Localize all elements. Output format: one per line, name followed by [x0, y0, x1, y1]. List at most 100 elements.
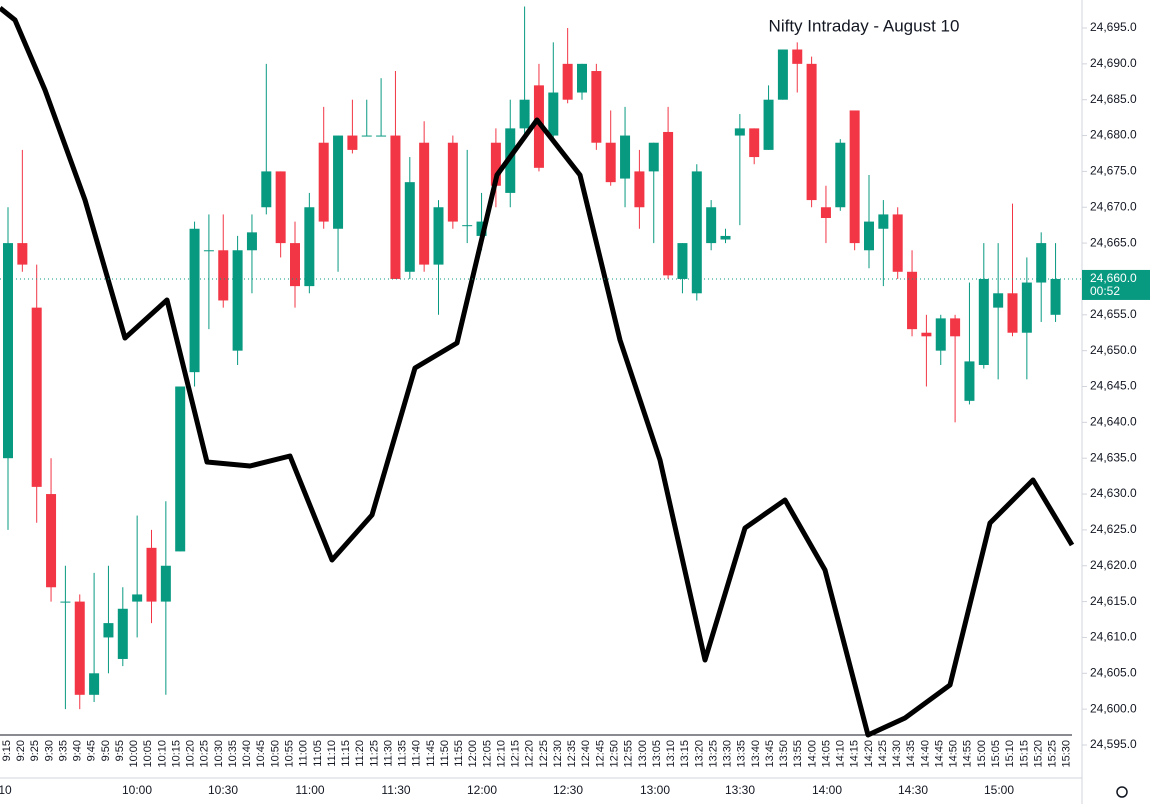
- time-label: 10:55: [284, 740, 296, 768]
- time-label: 13:50: [778, 740, 790, 768]
- y-tick-label: 24,675.0: [1090, 164, 1137, 178]
- time-label: 11:45: [425, 740, 437, 767]
- y-tick-label: 24,610.0: [1090, 630, 1137, 644]
- candle-body: [333, 135, 344, 229]
- y-tick-label: 24,640.0: [1090, 415, 1137, 429]
- time-label: 13:10: [665, 740, 677, 768]
- time-label: 13:40: [750, 740, 762, 768]
- time-label: 13:45: [764, 740, 776, 768]
- time-label: 14:15: [849, 740, 861, 768]
- time-label: 12:55: [623, 740, 635, 768]
- settings-icon[interactable]: [1116, 786, 1128, 798]
- candle-body: [1050, 278, 1061, 315]
- time-label: 10:00: [128, 740, 140, 768]
- y-tick-label: 24,600.0: [1090, 701, 1137, 715]
- candle-body: [74, 601, 85, 695]
- x-axis-label: 12:00: [467, 783, 497, 797]
- time-label: 12:35: [566, 740, 578, 768]
- time-label: 14:05: [820, 740, 832, 768]
- candle-body: [160, 565, 171, 602]
- time-label: 11:55: [453, 740, 465, 767]
- x-axis-label: 13:00: [640, 783, 670, 797]
- candle-body: [950, 318, 961, 337]
- x-axis-label: 11:00: [295, 783, 324, 797]
- candle-body: [562, 63, 573, 100]
- candle-body: [146, 547, 157, 602]
- y-tick-label: 24,690.0: [1090, 56, 1137, 70]
- candle-body: [921, 332, 932, 337]
- time-label: 13:20: [693, 740, 705, 768]
- candle-body: [533, 85, 544, 168]
- time-label: 14:40: [919, 740, 931, 768]
- price-label: 24,660.0: [1090, 271, 1137, 285]
- x-axis-label: 10: [0, 783, 12, 797]
- candle-body: [806, 63, 817, 201]
- y-tick-label: 24,635.0: [1090, 450, 1137, 464]
- candle-body: [720, 235, 731, 240]
- time-label: 9:15: [1, 740, 13, 761]
- candles: [3, 6, 1061, 710]
- x-axis-label: 12:30: [553, 783, 583, 797]
- time-label: 15:30: [1061, 740, 1073, 768]
- candle-body: [232, 250, 243, 351]
- time-label: 9:20: [15, 740, 27, 761]
- time-label: 11:05: [312, 740, 324, 767]
- y-tick-label: 24,595.0: [1090, 737, 1137, 751]
- candle-body: [835, 142, 846, 208]
- time-label: 12:20: [524, 740, 536, 768]
- time-label: 13:25: [707, 740, 719, 768]
- y-tick-label: 24,630.0: [1090, 486, 1137, 500]
- candle-body: [1021, 282, 1032, 333]
- x-axis-label: 11:30: [381, 783, 410, 797]
- time-label: 15:05: [990, 740, 1002, 768]
- time-label: 12:05: [481, 740, 493, 768]
- candle-body: [89, 673, 100, 695]
- candle-body: [261, 171, 272, 208]
- y-tick-label: 24,625.0: [1090, 522, 1137, 536]
- time-label: 13:00: [637, 740, 649, 768]
- candle-body: [419, 142, 430, 265]
- candle-body: [993, 293, 1004, 308]
- candle-body: [275, 171, 286, 244]
- y-tick-label: 24,605.0: [1090, 665, 1137, 679]
- time-label: 10:45: [255, 740, 267, 768]
- candle-body: [390, 135, 401, 279]
- candle-body: [3, 243, 13, 459]
- candle-body: [634, 171, 645, 208]
- candle-body: [849, 110, 860, 244]
- time-label: 12:10: [495, 740, 507, 768]
- candle-body: [462, 225, 473, 227]
- time-label: 13:30: [722, 740, 734, 768]
- time-label: 13:05: [651, 740, 663, 768]
- candle-body: [103, 623, 114, 638]
- x-axis-label: 15:00: [984, 783, 1014, 797]
- candle-body: [777, 49, 788, 100]
- candle-body: [691, 171, 702, 294]
- candle-body: [935, 318, 946, 351]
- time-label: 11:15: [340, 740, 352, 767]
- time-label: 12:00: [467, 740, 479, 768]
- candle-body: [304, 207, 315, 287]
- time-label: 14:55: [962, 740, 974, 768]
- time-label: 15:25: [1047, 740, 1059, 768]
- time-label: 10:10: [156, 740, 168, 768]
- candle-body: [117, 608, 128, 659]
- y-tick-label: 24,645.0: [1090, 379, 1137, 393]
- candle-body: [892, 214, 903, 272]
- time-label: 13:35: [736, 740, 748, 768]
- candle-body: [447, 142, 458, 222]
- time-label: 11:20: [354, 740, 366, 767]
- time-label: 10:35: [227, 740, 239, 768]
- candle-body: [433, 207, 444, 265]
- y-tick-label: 24,670.0: [1090, 199, 1137, 213]
- x-axis-label: 14:30: [898, 783, 928, 797]
- candle-body: [820, 207, 831, 219]
- candle-body: [318, 142, 329, 222]
- time-label: 11:10: [326, 740, 338, 767]
- candle-body: [706, 207, 717, 244]
- y-tick-label: 24,695.0: [1090, 20, 1137, 34]
- candle-body: [749, 128, 760, 158]
- candle-body: [620, 135, 631, 179]
- time-label: 12:40: [580, 740, 592, 768]
